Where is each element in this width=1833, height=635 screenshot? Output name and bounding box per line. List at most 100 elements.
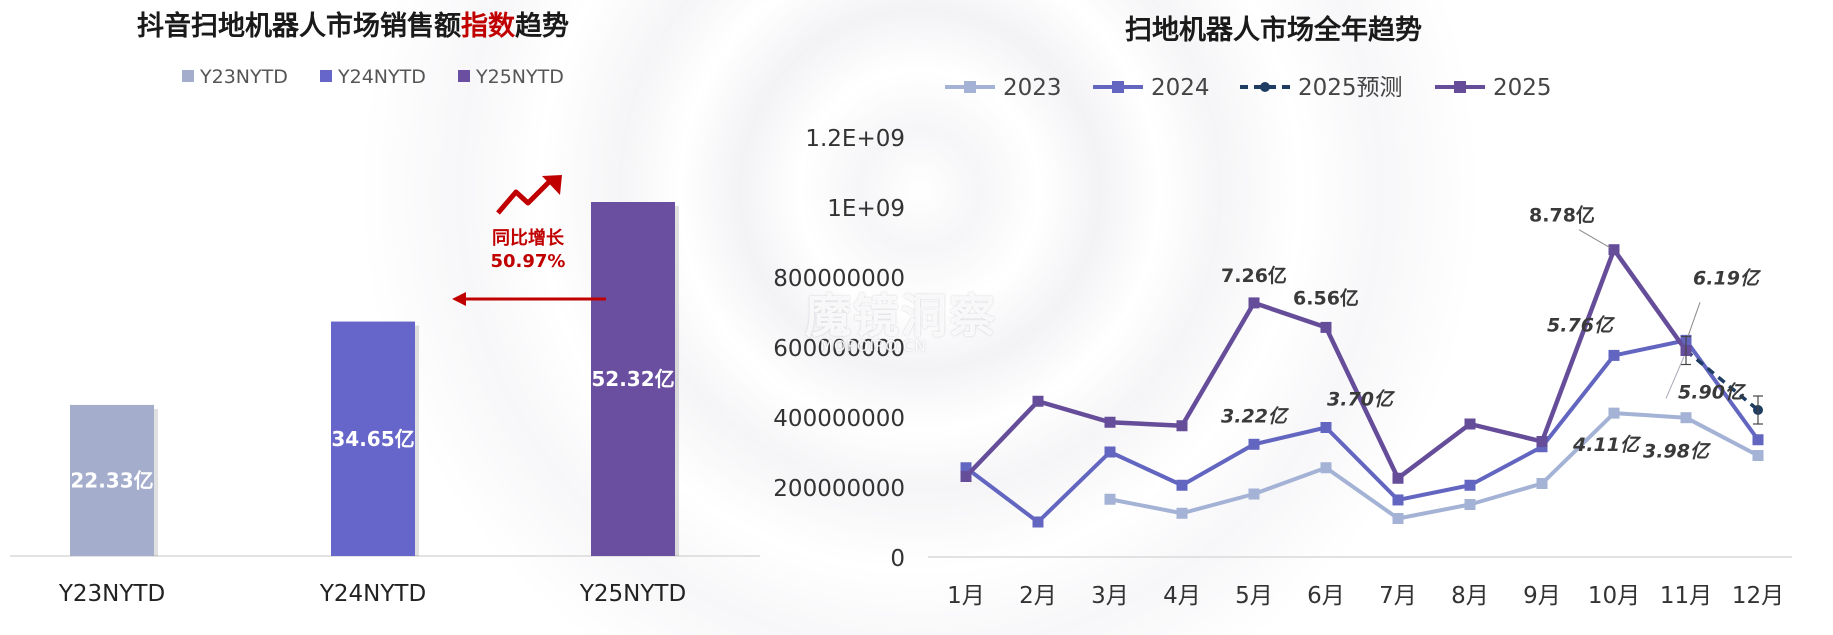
- data-point-2023: [1104, 493, 1116, 505]
- growth-arrowhead-icon: [542, 175, 562, 195]
- data-point-2024: [1320, 422, 1332, 433]
- y-tick-label: 1E+09: [827, 196, 905, 222]
- data-point-2024: [1752, 434, 1764, 446]
- legend-marker-2023: [964, 81, 976, 93]
- watermark-url: MOPOIPO.CN: [820, 337, 927, 355]
- left-chart-title: 抖音扫地机器人市场销售额指数趋势: [137, 4, 569, 43]
- bar-Y23NYTD: [70, 404, 154, 556]
- data-point-2025: [1104, 416, 1116, 428]
- bar-value-label: 52.32亿: [591, 367, 674, 391]
- data-point-2023: [1176, 507, 1188, 519]
- watermark-logo: 魔镜洞察: [805, 289, 997, 343]
- data-label: 3.22亿: [1221, 405, 1290, 427]
- line-chart: 0 200000000 400000000 600000000 800000000 1E+…: [773, 75, 1792, 609]
- left-title-suffix: 趋势: [515, 11, 569, 42]
- x-tick-label: 4月: [1163, 583, 1201, 609]
- left-chart-panel: 抖音扫地机器人市场销售额指数趋势 Y23NYTD Y24NYTD Y25NYTD 22…: [0, 0, 780, 635]
- y-tick-label: 1.2E+09: [805, 126, 905, 152]
- series-line-2025预测: [1684, 349, 1760, 412]
- data-point-2024: [1104, 446, 1116, 458]
- bar-value-label: 22.33亿: [70, 468, 153, 492]
- data-label: 8.78亿: [1529, 204, 1595, 227]
- data-label: 3.98亿: [1643, 441, 1712, 463]
- data-point-2024: [1392, 494, 1404, 506]
- data-point-2023: [1752, 450, 1764, 461]
- data-point-2024: [1464, 479, 1476, 491]
- x-tick-label: Y24NYTD: [319, 581, 426, 607]
- data-label: 6.56亿: [1293, 286, 1359, 309]
- x-tick-label: 9月: [1523, 583, 1561, 609]
- legend-marker-2025预测: [1260, 82, 1270, 92]
- bar-chart: Y23NYTD Y24NYTD Y25NYTD 22.33亿 Y23NYTD 34.65亿…: [10, 66, 760, 607]
- data-label: 6.19亿: [1693, 267, 1762, 289]
- data-point-2025: [1608, 244, 1620, 256]
- y-tick-label: 800000000: [773, 266, 905, 292]
- data-point-2025: [1248, 297, 1260, 309]
- left-title-text: 抖音扫地机器人市场销售额: [137, 11, 461, 42]
- x-tick-label: 5月: [1235, 583, 1273, 609]
- x-tick-label: 8月: [1451, 583, 1489, 609]
- bar-Y24NYTD: [331, 321, 415, 556]
- y-tick-label: 0: [890, 546, 905, 572]
- x-tick-label: 1月: [947, 583, 985, 609]
- data-point-2023: [1320, 462, 1332, 474]
- data-label: 5.90亿: [1678, 382, 1747, 404]
- data-point-2023: [1680, 412, 1692, 424]
- legend-label-2025预测: 2025预测: [1298, 75, 1403, 101]
- y-tick-label: 600000000: [773, 336, 905, 362]
- legend-marker-2024: [1112, 81, 1124, 93]
- x-tick-label: 6月: [1307, 583, 1345, 609]
- data-point-2024: [1608, 349, 1620, 361]
- legend-label-Y23NYTD: Y23NYTD: [199, 66, 288, 88]
- data-point-2025: [1464, 418, 1476, 430]
- left-title-highlight: 指数: [461, 11, 515, 42]
- data-label: 3.70亿: [1327, 389, 1396, 411]
- data-point-2025: [1536, 436, 1548, 447]
- legend-label-2025: 2025: [1493, 75, 1552, 101]
- growth-label: 同比增长: [492, 227, 565, 249]
- data-label: 7.26亿: [1221, 264, 1287, 287]
- x-tick-label: 7月: [1379, 583, 1417, 609]
- series-line-2023: [1109, 411, 1759, 521]
- data-point-2023: [1536, 478, 1548, 489]
- legend-swatch-Y25NYTD: [458, 70, 470, 82]
- legend-swatch-Y24NYTD: [320, 70, 332, 82]
- growth-arrow-icon: [496, 176, 555, 215]
- x-tick-label: 10月: [1588, 583, 1640, 609]
- data-point-2024: [1248, 438, 1260, 450]
- bar-Y25NYTD: [591, 202, 675, 556]
- y-tick-label: 400000000: [773, 406, 905, 432]
- legend-swatch-Y23NYTD: [182, 70, 194, 82]
- data-point-2025: [960, 471, 972, 482]
- data-point-2024: [1176, 479, 1188, 491]
- x-tick-label: 12月: [1732, 583, 1784, 609]
- right-chart-title: 扫地机器人市场全年趋势: [1125, 15, 1422, 46]
- x-tick-label: 2月: [1019, 583, 1057, 609]
- bar-value-label: 34.65亿: [331, 427, 414, 451]
- data-point-2023: [1392, 513, 1404, 524]
- legend-label-2024: 2024: [1151, 75, 1210, 101]
- data-point-2025: [1032, 395, 1044, 407]
- data-point-2024: [1032, 516, 1044, 528]
- data-label: 4.11亿: [1572, 434, 1642, 456]
- data-point-2024: [960, 462, 972, 474]
- x-tick-label: 3月: [1091, 583, 1129, 609]
- data-point-2023: [1608, 407, 1620, 419]
- x-tick-label: 11月: [1660, 583, 1712, 609]
- right-chart-panel: 扫地机器人市场全年趋势 0 200000000 400000000 600000000…: [760, 0, 1833, 635]
- x-tick-label: Y23NYTD: [58, 581, 165, 607]
- leader-line: [1578, 229, 1611, 249]
- data-point-2023: [1248, 488, 1260, 500]
- leader-line: [1687, 302, 1701, 337]
- data-point-2025: [1176, 420, 1188, 432]
- growth-value: 50.97%: [491, 251, 566, 272]
- series-line-2024: [964, 338, 1760, 524]
- y-tick-label: 200000000: [773, 476, 905, 502]
- legend-marker-2025: [1454, 81, 1466, 93]
- comparison-arrowhead-icon: [452, 292, 466, 306]
- data-point-2025: [1392, 472, 1404, 484]
- x-tick-label: Y25NYTD: [579, 581, 686, 607]
- data-point-2023: [1464, 499, 1476, 510]
- legend-label-2023: 2023: [1003, 75, 1062, 101]
- legend-label-Y24NYTD: Y24NYTD: [337, 66, 426, 88]
